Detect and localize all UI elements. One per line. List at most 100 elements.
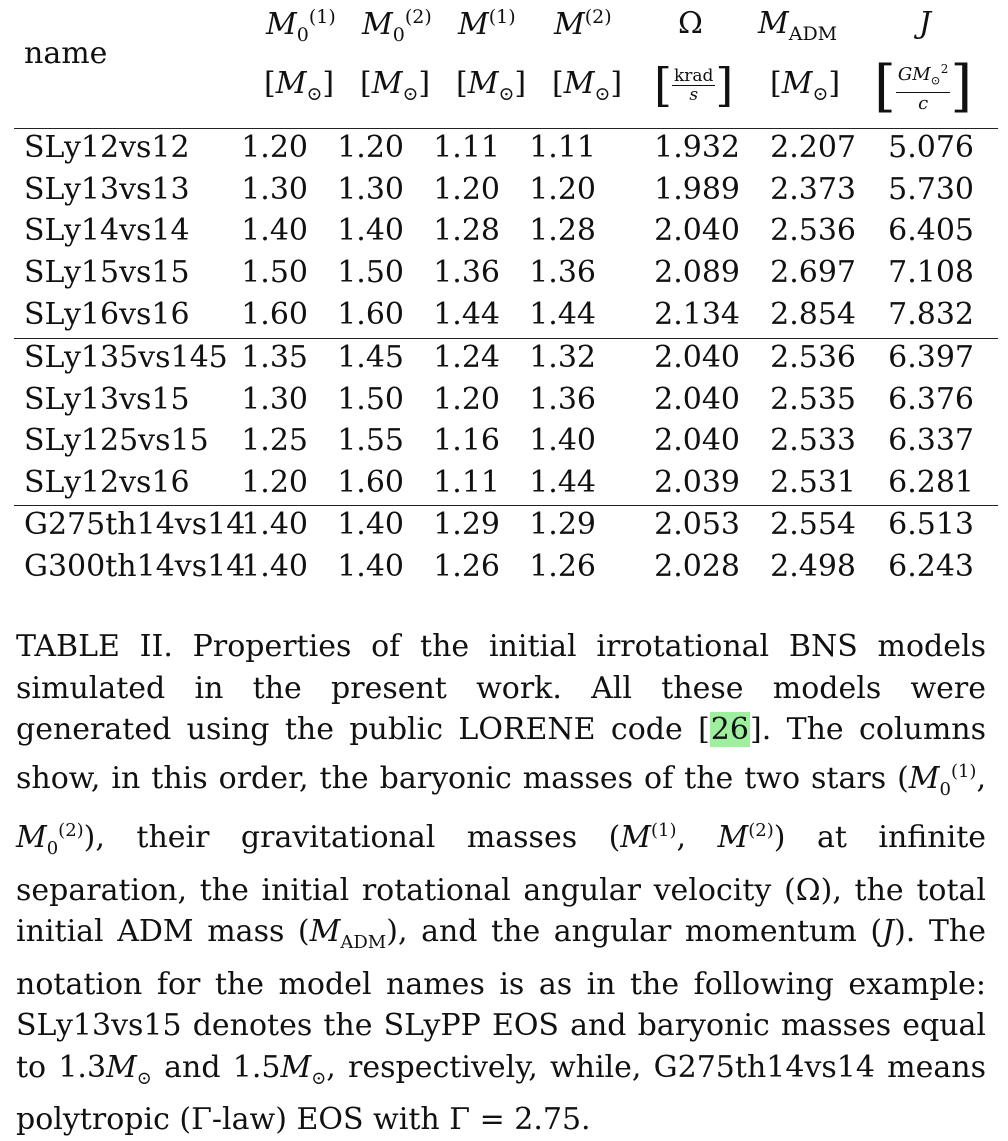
cell-name: SLy135vs145 <box>24 340 228 375</box>
cell-name: SLy12vs12 <box>24 130 190 165</box>
cell-name: SLy13vs13 <box>24 171 190 207</box>
cell-m-2: 1.32 <box>529 340 596 375</box>
caption-label: TABLE II. <box>16 629 173 664</box>
caption-text-6: and 1.5 <box>164 1049 281 1085</box>
cell-m0-1: 1.50 <box>241 255 308 291</box>
unit-m-1: [M⊙] <box>456 66 527 105</box>
header-madm: MADM <box>758 6 838 45</box>
unit-m-2: [M⊙] <box>552 66 623 105</box>
group-rule-1 <box>14 338 998 339</box>
cell-name: G300th14vs14 <box>24 548 246 584</box>
table-row: SLy12vs16 1.20 1.60 1.11 1.44 2.039 2.531 6.281 <box>14 465 998 507</box>
cell-j: 6.281 <box>888 465 974 501</box>
header-omega: Ω <box>678 6 703 41</box>
cell-m-1: 1.20 <box>433 381 500 417</box>
cell-m0-2: 1.50 <box>337 255 404 291</box>
cell-m0-1: 1.40 <box>241 507 308 542</box>
cell-name: SLy14vs14 <box>24 213 190 249</box>
cell-madm: 2.854 <box>770 296 856 332</box>
cell-name: SLy13vs15 <box>24 381 190 417</box>
cell-omega: 2.039 <box>654 465 740 501</box>
cell-m-1: 1.11 <box>433 465 500 501</box>
cell-m-2: 1.36 <box>529 255 596 291</box>
unit-madm: [M⊙] <box>770 66 841 105</box>
cell-m-2: 1.40 <box>529 423 596 459</box>
cell-j: 6.405 <box>888 213 974 249</box>
header-m-1: M(1) <box>458 6 516 42</box>
cell-omega: 1.989 <box>654 171 740 207</box>
unit-m0-1: [M⊙] <box>264 66 335 105</box>
cell-madm: 2.536 <box>770 340 856 375</box>
cell-m0-1: 1.40 <box>241 213 308 249</box>
caption-text-1b: . The columns show, in this order, the b… <box>16 712 986 796</box>
cell-omega: 2.040 <box>654 423 740 459</box>
cell-m-2: 1.44 <box>529 465 596 501</box>
cell-m0-1: 1.40 <box>241 548 308 584</box>
cell-m0-1: 1.60 <box>241 296 308 332</box>
caption-text-3: at infinite separation, the initial rota… <box>16 820 987 949</box>
unit-j: [GM⊙2 c] <box>874 54 973 119</box>
cell-m-2: 1.44 <box>529 296 596 332</box>
cell-omega: 2.053 <box>654 507 740 542</box>
cell-m0-2: 1.45 <box>337 340 404 375</box>
cell-m0-2: 1.60 <box>337 296 404 332</box>
cell-j: 5.076 <box>888 130 974 165</box>
cell-name: SLy12vs16 <box>24 465 190 501</box>
cell-madm: 2.498 <box>770 548 856 584</box>
cell-m-2: 1.28 <box>529 213 596 249</box>
cell-m0-2: 1.40 <box>337 548 404 584</box>
cell-m0-1: 1.20 <box>241 465 308 501</box>
cell-m-1: 1.36 <box>433 255 500 291</box>
caption-text-2: their gravitational masses <box>136 820 578 855</box>
cell-m-2: 1.36 <box>529 381 596 417</box>
cell-omega: 2.040 <box>654 213 740 249</box>
cell-j: 6.397 <box>888 340 974 375</box>
cell-j: 6.376 <box>888 381 974 417</box>
cell-m0-2: 1.40 <box>337 507 404 542</box>
caption-text-1: Properties of the initial irrotational B… <box>16 629 986 747</box>
cell-m0-1: 1.30 <box>241 171 308 207</box>
header-m-2: M(2) <box>554 6 612 42</box>
cell-madm: 2.373 <box>770 171 856 207</box>
cell-m-2: 1.29 <box>529 507 596 542</box>
unit-omega: [krad s] <box>654 58 734 112</box>
cell-j: 5.730 <box>888 171 974 207</box>
citation-link[interactable]: 26 <box>709 712 750 747</box>
table-row: SLy13vs13 1.30 1.30 1.20 1.20 1.989 2.373 5.730 <box>14 172 998 214</box>
cell-omega: 2.040 <box>654 381 740 417</box>
table-header: name M0(1) M0(2) M(1) M(2) Ω MADM J [M⊙]… <box>14 0 998 128</box>
cell-j: 7.832 <box>888 296 974 332</box>
cell-name: SLy15vs15 <box>24 255 190 291</box>
cell-m-1: 1.16 <box>433 423 500 459</box>
cell-j: 6.243 <box>888 548 974 584</box>
caption-text-7: , respectively, while, G275th14vs14 mean… <box>16 1049 986 1138</box>
cell-omega: 2.040 <box>654 340 740 375</box>
header-rule <box>14 128 998 129</box>
cell-m-2: 1.26 <box>529 548 596 584</box>
cell-madm: 2.535 <box>770 381 856 417</box>
table-row: SLy135vs145 1.35 1.45 1.24 1.32 2.040 2.536 6.3… <box>14 340 998 382</box>
table-row: SLy15vs15 1.50 1.50 1.36 1.36 2.089 2.697 7.108 <box>14 255 998 297</box>
group-rule-2 <box>14 505 998 506</box>
cell-m0-2: 1.55 <box>337 423 404 459</box>
cell-m-2: 1.20 <box>529 171 596 207</box>
cell-j: 6.337 <box>888 423 974 459</box>
cell-omega: 2.134 <box>654 296 740 332</box>
cell-m0-2: 1.60 <box>337 465 404 501</box>
caption-text-4: and the angular momentum <box>421 914 857 949</box>
cell-name: SLy16vs16 <box>24 296 190 332</box>
cell-madm: 2.697 <box>770 255 856 291</box>
caption-text-5: The notation for the model names is as i… <box>16 914 987 1085</box>
cell-omega: 2.089 <box>654 255 740 291</box>
cell-m-1: 1.20 <box>433 171 500 207</box>
cell-m-1: 1.29 <box>433 507 500 542</box>
table-row: SLy16vs16 1.60 1.60 1.44 1.44 2.134 2.854 7.832 <box>14 297 998 339</box>
unit-m0-2: [M⊙] <box>360 66 431 105</box>
table-caption: TABLE II. Properties of the initial irro… <box>16 629 987 1138</box>
cell-m0-1: 1.20 <box>241 130 308 165</box>
cell-madm: 2.531 <box>770 465 856 501</box>
table-row: SLy14vs14 1.40 1.40 1.28 1.28 2.040 2.536 6.405 <box>14 213 998 255</box>
cell-m-2: 1.11 <box>529 130 596 165</box>
cell-m-1: 1.44 <box>433 296 500 332</box>
header-j: J <box>919 6 932 41</box>
